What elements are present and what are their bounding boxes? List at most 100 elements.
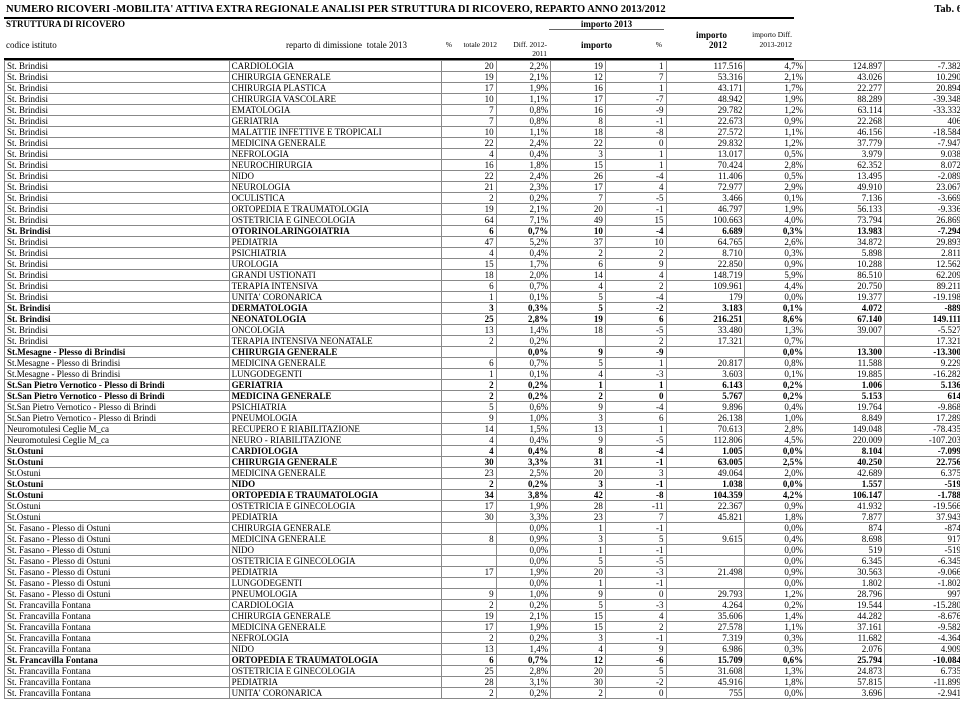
cell: St. Brindisi: [5, 314, 230, 325]
cell: 5: [551, 292, 606, 303]
cell: St. Francavilla Fontana: [5, 622, 230, 633]
cell: PSICHIATRIA: [229, 248, 441, 259]
cell: St. Brindisi: [5, 94, 230, 105]
cell: 25: [441, 314, 496, 325]
cell: MEDICINA GENERALE: [229, 391, 441, 402]
title-text: NUMERO RICOVERI -MOBILITA' ATTIVA EXTRA …: [6, 4, 666, 15]
cell: 45.821: [666, 512, 745, 523]
cell: St. Francavilla Fontana: [5, 666, 230, 677]
cell: 12: [551, 72, 606, 83]
cell: 104.359: [666, 490, 745, 501]
cell: -19.198: [885, 292, 960, 303]
cell: St. Brindisi: [5, 281, 230, 292]
cell: 1,4%: [745, 611, 806, 622]
cell: 5: [551, 358, 606, 369]
cell: OSTETRICIA E GINECOLOGIA: [229, 501, 441, 512]
cell: 5: [605, 666, 666, 677]
cell: -8.676: [885, 611, 960, 622]
cell: 0,2%: [496, 391, 551, 402]
cell: -4.364: [885, 633, 960, 644]
cell: LUNGODEGENTI: [229, 578, 441, 589]
cell: [441, 556, 496, 567]
cell: 1.006: [806, 380, 885, 391]
cell: [666, 578, 745, 589]
cell: 5: [551, 556, 606, 567]
cell: 2: [441, 336, 496, 347]
cell: 1,4%: [496, 325, 551, 336]
cell: 2: [551, 391, 606, 402]
cell: 2: [551, 688, 606, 699]
cell: St.Mesagne - Plesso di Brindisi: [5, 369, 230, 380]
cell: 44.282: [806, 611, 885, 622]
cell: 0: [605, 589, 666, 600]
cell: 37: [551, 237, 606, 248]
cell: 14: [551, 270, 606, 281]
table-row: St. BrindisiORTOPEDIA E TRAUMATOLOGIA192…: [5, 204, 960, 215]
table-row: St. BrindisiCARDIOLOGIA202,2%191117.5164…: [5, 61, 960, 72]
cell: 35.606: [666, 611, 745, 622]
cell: -7: [605, 94, 666, 105]
cell: 86.510: [806, 270, 885, 281]
cell: 216.251: [666, 314, 745, 325]
cell: [666, 523, 745, 534]
cell: St. Fasano - Plesso di Ostuni: [5, 556, 230, 567]
cell: 874: [806, 523, 885, 534]
cell: 6.986: [666, 644, 745, 655]
cell: 17: [441, 83, 496, 94]
cell: 9.615: [666, 534, 745, 545]
cell: St.San Pietro Vernotico - Plesso di Brin…: [5, 391, 230, 402]
table-row: St. BrindisiNEFROLOGIA40,4%3113.0170,5%3…: [5, 149, 960, 160]
cell: NIDO: [229, 171, 441, 182]
cell: 10.290: [885, 72, 960, 83]
table-row: St.OstuniOSTETRICIA E GINECOLOGIA171,9%2…: [5, 501, 960, 512]
cell: 26.138: [666, 413, 745, 424]
table-row: St. BrindisiUROLOGIA151,7%6922.8500,9%10…: [5, 259, 960, 270]
cell: 13: [441, 644, 496, 655]
table-header: STRUTTURA DI RICOVERO importo 2013 impor…: [4, 17, 960, 60]
cell: 3: [551, 149, 606, 160]
cell: -39.348: [885, 94, 960, 105]
cell: 1,1%: [745, 622, 806, 633]
table-row: St. BrindisiGERIATRIA70,8%8-122.6730,9%2…: [5, 116, 960, 127]
cell: 1,1%: [496, 94, 551, 105]
table-row: St. Francavilla FontanaUNITA' CORONARICA…: [5, 688, 960, 699]
cell: St. Francavilla Fontana: [5, 644, 230, 655]
table-row: St. BrindisiOTORINOLARINGOIATRIA60,7%10-…: [5, 226, 960, 237]
cell: 67.140: [806, 314, 885, 325]
cell: 29.793: [666, 589, 745, 600]
cell: 3,8%: [496, 490, 551, 501]
cell: 62.209: [885, 270, 960, 281]
cell: 19: [441, 611, 496, 622]
cell: 0,0%: [496, 578, 551, 589]
cell: 88.289: [806, 94, 885, 105]
cell: 1,0%: [496, 589, 551, 600]
table-row: St.OstuniNIDO20,2%3-11.0380,0%1.557-519: [5, 479, 960, 490]
cell: UNITA' CORONARICA: [229, 292, 441, 303]
table-row: St. BrindisiCHIRURGIA PLASTICA171,9%1614…: [5, 83, 960, 94]
cell: 0,7%: [496, 358, 551, 369]
cell: 0,2%: [496, 600, 551, 611]
cell: 22.268: [806, 116, 885, 127]
cell: 73.794: [806, 215, 885, 226]
cell: CHIRURGIA GENERALE: [229, 611, 441, 622]
cell: 9.038: [885, 149, 960, 160]
cell: 0,0%: [745, 523, 806, 534]
cell: 0,6%: [496, 402, 551, 413]
cell: 1,9%: [745, 204, 806, 215]
table-row: St. BrindisiOCULISTICA20,2%7-53.4660,1%7…: [5, 193, 960, 204]
cell: 4,7%: [745, 61, 806, 72]
table-row: St. Fasano - Plesso di OstuniNIDO0,0%1-1…: [5, 545, 960, 556]
cell: St. Brindisi: [5, 226, 230, 237]
cell: 49.064: [666, 468, 745, 479]
table-row: St.Mesagne - Plesso di BrindisiLUNGODEGE…: [5, 369, 960, 380]
cell: 1: [605, 380, 666, 391]
table-row: St. BrindisiEMATOLOGIA70,8%16-929.7821,2…: [5, 105, 960, 116]
table-row: St. BrindisiMALATTIE INFETTIVE E TROPICA…: [5, 127, 960, 138]
cell: 6: [441, 655, 496, 666]
cell: 0,3%: [496, 303, 551, 314]
cell: 20: [441, 61, 496, 72]
cell: -7.382: [885, 61, 960, 72]
cell: -19.566: [885, 501, 960, 512]
cell: 917: [885, 534, 960, 545]
cell: St. Fasano - Plesso di Ostuni: [5, 567, 230, 578]
